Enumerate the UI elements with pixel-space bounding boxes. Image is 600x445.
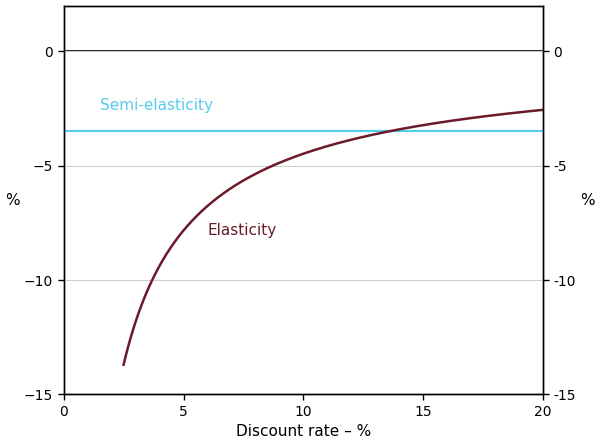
Y-axis label: %: %: [580, 193, 595, 207]
X-axis label: Discount rate – %: Discount rate – %: [236, 425, 371, 440]
Text: Semi-elasticity: Semi-elasticity: [100, 98, 212, 113]
Y-axis label: %: %: [5, 193, 20, 207]
Text: Elasticity: Elasticity: [208, 223, 277, 238]
